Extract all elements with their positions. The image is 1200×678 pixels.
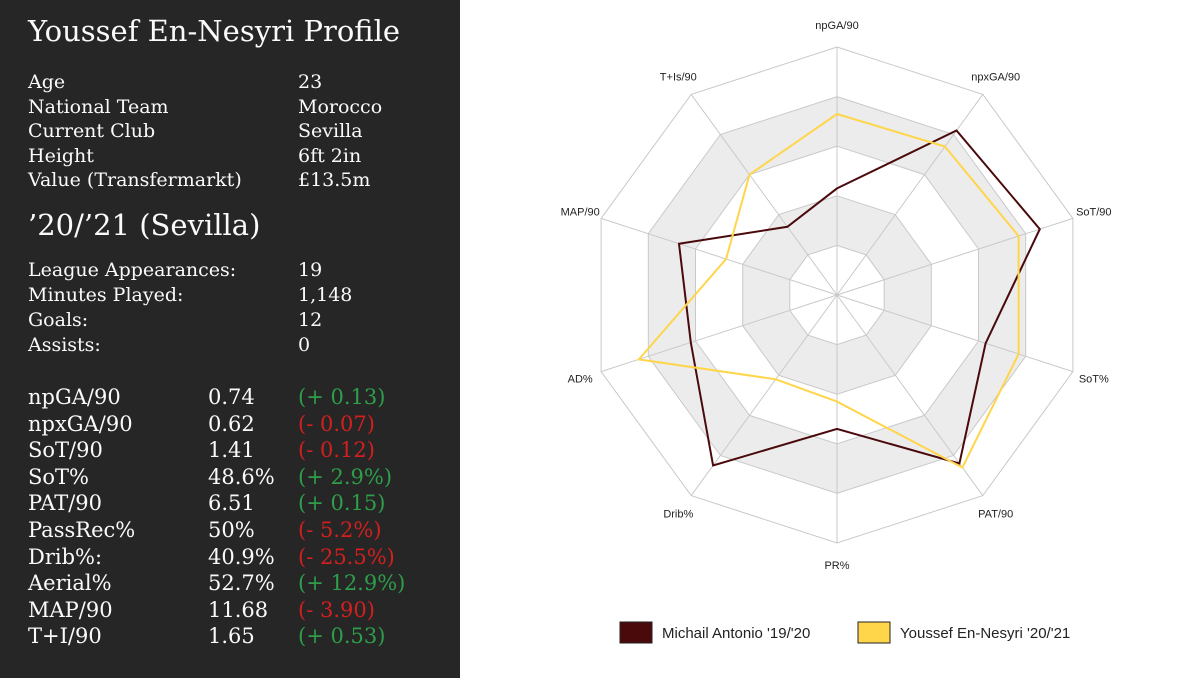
stat-label: npGA/90 (28, 385, 121, 409)
axis-label: MAP/90 (561, 207, 600, 219)
season-value: 12 (298, 309, 323, 331)
info-value: 6ft 2in (298, 144, 362, 167)
legend-swatch (619, 621, 653, 644)
stat-label: PassRec% (28, 518, 136, 542)
season-value: 19 (298, 259, 323, 281)
radar-axis-labels: npGA/90 npxGA/90 SoT/90 SoT% PAT/90 PR% Drib% A… (561, 20, 1112, 572)
info-row: Age 23 (28, 70, 448, 95)
stat-label: Aerial% (28, 571, 112, 596)
grid-spoke (836, 294, 984, 496)
stat-value: 6.51 (208, 491, 255, 516)
info-label: Age (28, 71, 66, 93)
info-row: National Team Morocco (28, 95, 448, 120)
axis-label: AD% (568, 373, 593, 385)
axis-label: PAT/90 (978, 508, 1013, 520)
legend: Michail Antonio '19/'20 Youssef En-Nesyri… (619, 621, 1070, 644)
stat-value: 0.62 (208, 411, 255, 436)
axis-label: SoT% (1079, 373, 1109, 385)
info-label: Current Club (28, 120, 156, 142)
season-value: 1,148 (298, 284, 353, 306)
grid-spoke (836, 294, 1074, 373)
info-row: Current Club Sevilla (28, 119, 448, 144)
radar-series (636, 112, 1041, 469)
stat-value: 50% (208, 518, 255, 542)
season-row: Goals: 12 (28, 308, 448, 333)
stat-label: Drib%: (28, 544, 103, 569)
stat-value: 11.68 (208, 597, 269, 622)
grid-spoke (600, 217, 838, 296)
stat-diff: (- 0.12) (298, 438, 375, 463)
series-line-1 (677, 129, 1041, 467)
axis-label: T+Is/90 (660, 72, 697, 84)
profile-title: Youssef En-Nesyri Profile (28, 14, 401, 48)
series-line-2 (636, 112, 1020, 469)
stat-label: SoT% (28, 464, 89, 489)
legend-swatch (857, 621, 891, 644)
info-value: 23 (298, 71, 323, 93)
season-row: Assists: 0 (28, 333, 448, 358)
stat-row: MAP/90 11.68 (- 3.90) (28, 597, 448, 624)
season-value: 0 (298, 334, 311, 356)
season-row: Minutes Played: 1,148 (28, 283, 448, 308)
season-label: Goals: (28, 309, 89, 331)
stat-row: PAT/90 6.51 (+ 0.15) (28, 490, 448, 517)
stat-value: 40.9% (208, 544, 275, 569)
grid-spoke (690, 294, 838, 496)
season-title: ’20/’21 (Sevilla) (28, 208, 261, 242)
stat-value: 48.6% (208, 464, 275, 489)
stat-label: PAT/90 (28, 491, 103, 516)
stat-row: Drib%: 40.9% (- 25.5%) (28, 544, 448, 571)
stat-diff: (+ 0.53) (298, 624, 386, 649)
radar-chart: npGA/90 npxGA/90 SoT/90 SoT% PAT/90 PR% Drib% A… (561, 20, 1112, 644)
stat-label: T+I/90 (28, 624, 102, 649)
grid-spoke (836, 94, 984, 296)
profile-panel: Youssef En-Nesyri Profile Age 23 Nationa… (0, 0, 460, 678)
axis-label: Drib% (663, 508, 693, 520)
axis-label: PR% (824, 560, 849, 572)
axis-label: SoT/90 (1076, 207, 1111, 219)
stat-diff: (+ 0.15) (298, 491, 386, 516)
stat-diff: (- 5.2%) (298, 518, 382, 542)
radar-grid (600, 46, 1074, 544)
info-row: Value (Transfermarkt) £13.5m (28, 168, 448, 193)
grid-spoke (836, 217, 1074, 296)
stat-row: SoT% 48.6% (+ 2.9%) (28, 464, 448, 491)
stat-value: 52.7% (208, 571, 275, 596)
info-label: Height (28, 144, 94, 167)
stat-label: SoT/90 (28, 438, 103, 463)
stat-row: npGA/90 0.74 (+ 0.13) (28, 384, 448, 411)
legend-label: Youssef En-Nesyri '20/'21 (900, 625, 1070, 642)
info-label: National Team (28, 95, 169, 118)
stat-diff: (+ 0.13) (298, 385, 386, 409)
stat-diff: (- 0.07) (298, 411, 375, 436)
stat-value: 1.65 (208, 624, 255, 649)
stat-diff: (- 25.5%) (298, 544, 395, 569)
info-row: Height 6ft 2in (28, 144, 448, 169)
info-label: Value (Transfermarkt) (28, 169, 242, 191)
season-label: Minutes Played: (28, 284, 184, 306)
stat-label: MAP/90 (28, 597, 113, 622)
info-value: Sevilla (298, 120, 363, 142)
info-value: £13.5m (298, 169, 371, 191)
stat-diff: (- 3.90) (298, 597, 375, 622)
axis-label: npxGA/90 (971, 72, 1020, 84)
legend-label: Michail Antonio '19/'20 (662, 625, 810, 642)
season-label: League Appearances: (28, 259, 237, 281)
stat-value: 0.74 (208, 385, 255, 409)
axis-label: npGA/90 (815, 20, 858, 32)
season-row: League Appearances: 19 (28, 258, 448, 283)
stat-diff: (+ 2.9%) (298, 464, 393, 489)
grid-spoke (690, 94, 838, 296)
stat-row: Aerial% 52.7% (+ 12.9%) (28, 570, 448, 597)
season-label: Assists: (28, 334, 101, 356)
stat-row: npxGA/90 0.62 (- 0.07) (28, 411, 448, 438)
info-value: Morocco (298, 95, 383, 118)
stat-value: 1.41 (208, 438, 255, 463)
stat-row: PassRec% 50% (- 5.2%) (28, 517, 448, 544)
stat-label: npxGA/90 (28, 411, 133, 436)
stat-diff: (+ 12.9%) (298, 571, 406, 596)
stat-row: SoT/90 1.41 (- 0.12) (28, 437, 448, 464)
stat-row: T+I/90 1.65 (+ 0.53) (28, 623, 448, 650)
